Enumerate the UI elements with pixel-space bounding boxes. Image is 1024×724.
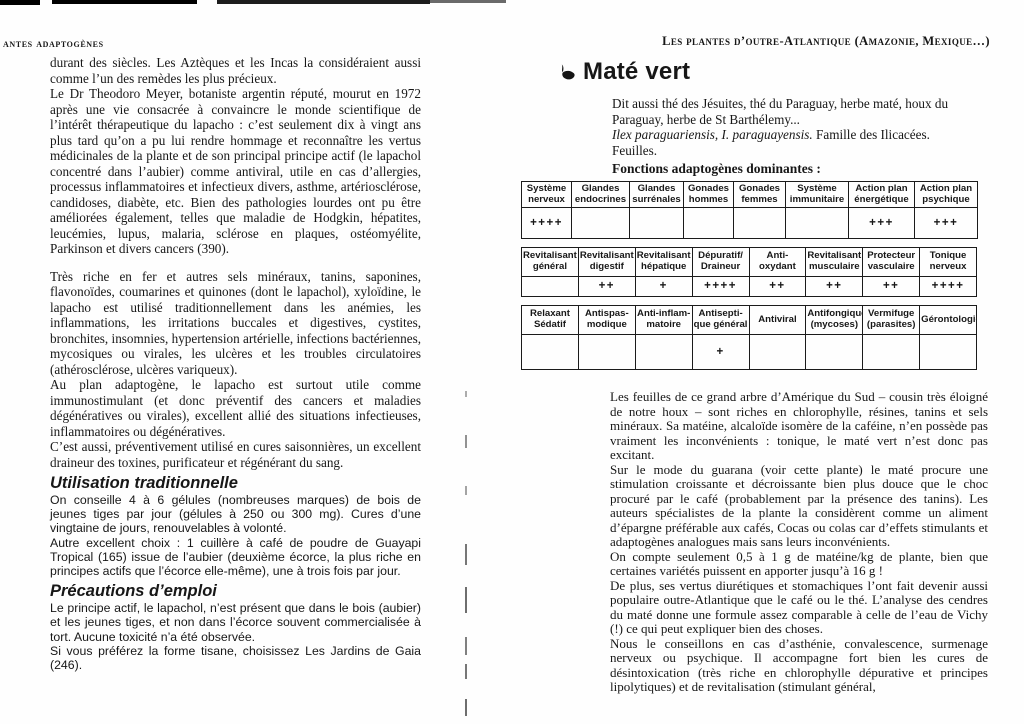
- table-value-cell: ++++: [521, 207, 572, 239]
- paragraph: Très riche en fer et autres sels minérau…: [50, 268, 421, 377]
- plant-latin: Ilex paraguariensis, I. paraguayensis.: [612, 127, 813, 143]
- table-header-cell: Système immunitaire: [785, 181, 849, 208]
- table-header-cell: Action plan énergétique: [848, 181, 915, 208]
- table-header-cell: Protecteur vasculaire: [862, 247, 921, 277]
- plant-parts: Feuilles.: [612, 143, 658, 159]
- table-value-cell: ++: [862, 276, 921, 297]
- table-header-cell: Dépuratif/ Draineur: [691, 247, 750, 277]
- table-value-cell: ++: [805, 276, 864, 297]
- table-value-cell: [733, 207, 786, 239]
- scan-artifact: [52, 0, 197, 4]
- adaptogen-table-3: Relaxant Sédatif Antispas- modique Anti-in…: [521, 305, 977, 370]
- table-header-cell: Anti- oxydant: [748, 247, 807, 277]
- gutter-mark: [465, 587, 467, 613]
- table-header-cell: Action plan psychique: [914, 181, 978, 208]
- table-header-cell: Revitalisant hépatique: [634, 247, 693, 277]
- table-value-cell: ++++: [919, 276, 977, 297]
- plant-title-block: Maté vert: [556, 58, 690, 86]
- table-value-cell: [629, 207, 684, 239]
- gutter-mark: [465, 544, 467, 565]
- table-header-cell: Relaxant Sédatif: [521, 305, 579, 335]
- table-header-cell: Glandes surrénales: [629, 181, 684, 208]
- paragraph: Nous le conseillons en cas d’asthénie, c…: [610, 635, 988, 694]
- paragraph: Le Dr Theodoro Meyer, botaniste argentin…: [50, 86, 421, 256]
- table-header-cell: Tonique nerveux: [919, 247, 977, 277]
- adaptogen-table-2: Revitalisant général Revitalisant digesti…: [521, 247, 977, 297]
- paragraph: On conseille 4 à 6 gélules (nombreuses m…: [50, 493, 421, 536]
- table-value-cell: ++++: [691, 276, 750, 297]
- right-page-column: Les feuilles de ce grand arbre d’Amériqu…: [610, 389, 988, 695]
- table-header-cell: Revitalisant musculaire: [805, 247, 864, 277]
- table-header-cell: Gonades femmes: [733, 181, 786, 208]
- paragraph: Sur le mode du guarana (voir cette plant…: [610, 461, 988, 549]
- gutter-mark: [465, 699, 467, 716]
- table-header-cell: Revitalisant digestif: [577, 247, 636, 277]
- table-value-cell: [683, 207, 734, 239]
- table-header-cell: Antispas- modique: [577, 305, 636, 335]
- table-header-cell: Gonades hommes: [683, 181, 734, 208]
- left-page-column: durant des siècles. Les Aztèques et les …: [50, 55, 421, 672]
- paragraph: Les feuilles de ce grand arbre d’Amériqu…: [610, 389, 988, 462]
- leaf-icon: [556, 63, 576, 81]
- table-value-cell: +: [691, 334, 750, 370]
- plant-aka: Dit aussi thé des Jésuites, thé du Parag…: [612, 96, 949, 127]
- paragraph: C’est aussi, préventivement utilisé en c…: [50, 439, 421, 470]
- plant-family: Famille des Ilicacées.: [812, 127, 930, 143]
- paragraph: De plus, ses vertus diurétiques et stoma…: [610, 577, 988, 636]
- paragraph: Si vous préférez la forme tisane, choisi…: [50, 643, 421, 673]
- section-heading-precautions: Précautions d’emploi: [50, 582, 217, 601]
- gutter-mark: [465, 664, 467, 679]
- plant-latin-line: Ilex paraguariensis, I. paraguayensis. F…: [612, 127, 990, 143]
- table-value-cell: [748, 334, 807, 370]
- table-value-cell: +: [634, 276, 693, 297]
- table-header-cell: Antiviral: [748, 305, 807, 335]
- table-header-cell: Anti-inflam- matoire: [634, 305, 693, 335]
- plant-title: Maté vert: [583, 58, 691, 85]
- table-header-cell: Glandes endocrines: [571, 181, 630, 208]
- table-value-cell: [634, 334, 693, 370]
- paragraph: On compte seulement 0,5 à 1 g de matéine…: [610, 548, 988, 578]
- plant-intro: Dit aussi thé des Jésuites, thé du Parag…: [612, 96, 990, 159]
- gutter-mark: [465, 637, 467, 655]
- table-value-cell: [521, 334, 579, 370]
- table-value-cell: [521, 276, 579, 297]
- table-value-cell: +++: [914, 207, 978, 239]
- running-head-left: antes adaptogènes: [3, 36, 104, 50]
- table-value-cell: ++: [748, 276, 807, 297]
- table-header-cell: Gérontologie: [919, 305, 977, 335]
- functions-heading: Fonctions adaptogènes dominantes :: [612, 161, 821, 176]
- adaptogen-table-1: Système nerveux Glandes endocrines Glandes…: [521, 181, 978, 239]
- table-value-cell: [919, 334, 977, 370]
- paragraph: Au plan adaptogène, le lapacho est surto…: [50, 377, 421, 439]
- table-value-cell: +++: [848, 207, 915, 239]
- table-header-cell: Antisepti- que général: [691, 305, 750, 335]
- running-head-right: Les plantes d’outre-Atlantique (Amazonie…: [662, 34, 990, 48]
- gutter-mark: [465, 435, 467, 448]
- table-header-cell: Vermifuge (parasites): [862, 305, 921, 335]
- gutter-mark: [465, 391, 467, 397]
- table-value-cell: [805, 334, 864, 370]
- table-header-cell: Antifongique (mycoses): [805, 305, 864, 335]
- table-header-cell: Système nerveux: [521, 181, 572, 208]
- paragraph: Autre excellent choix : 1 cuillère à caf…: [50, 535, 421, 579]
- table-value-cell: [785, 207, 849, 239]
- adaptogen-tables: Système nerveux Glandes endocrines Glandes…: [521, 181, 978, 378]
- table-value-cell: [862, 334, 921, 370]
- paragraph: durant des siècles. Les Aztèques et les …: [50, 55, 421, 86]
- table-value-cell: [571, 207, 630, 239]
- gutter-mark: [465, 486, 467, 495]
- table-value-cell: ++: [577, 276, 636, 297]
- scan-artifact: [217, 0, 430, 4]
- table-header-cell: Revitalisant général: [521, 247, 579, 277]
- section-heading-usage: Utilisation traditionnelle: [50, 474, 238, 492]
- table-value-cell: [577, 334, 636, 370]
- scan-artifact: [430, 0, 506, 3]
- scan-artifact: [0, 0, 40, 5]
- paragraph: Le principe actif, le lapachol, n’est pr…: [50, 601, 421, 644]
